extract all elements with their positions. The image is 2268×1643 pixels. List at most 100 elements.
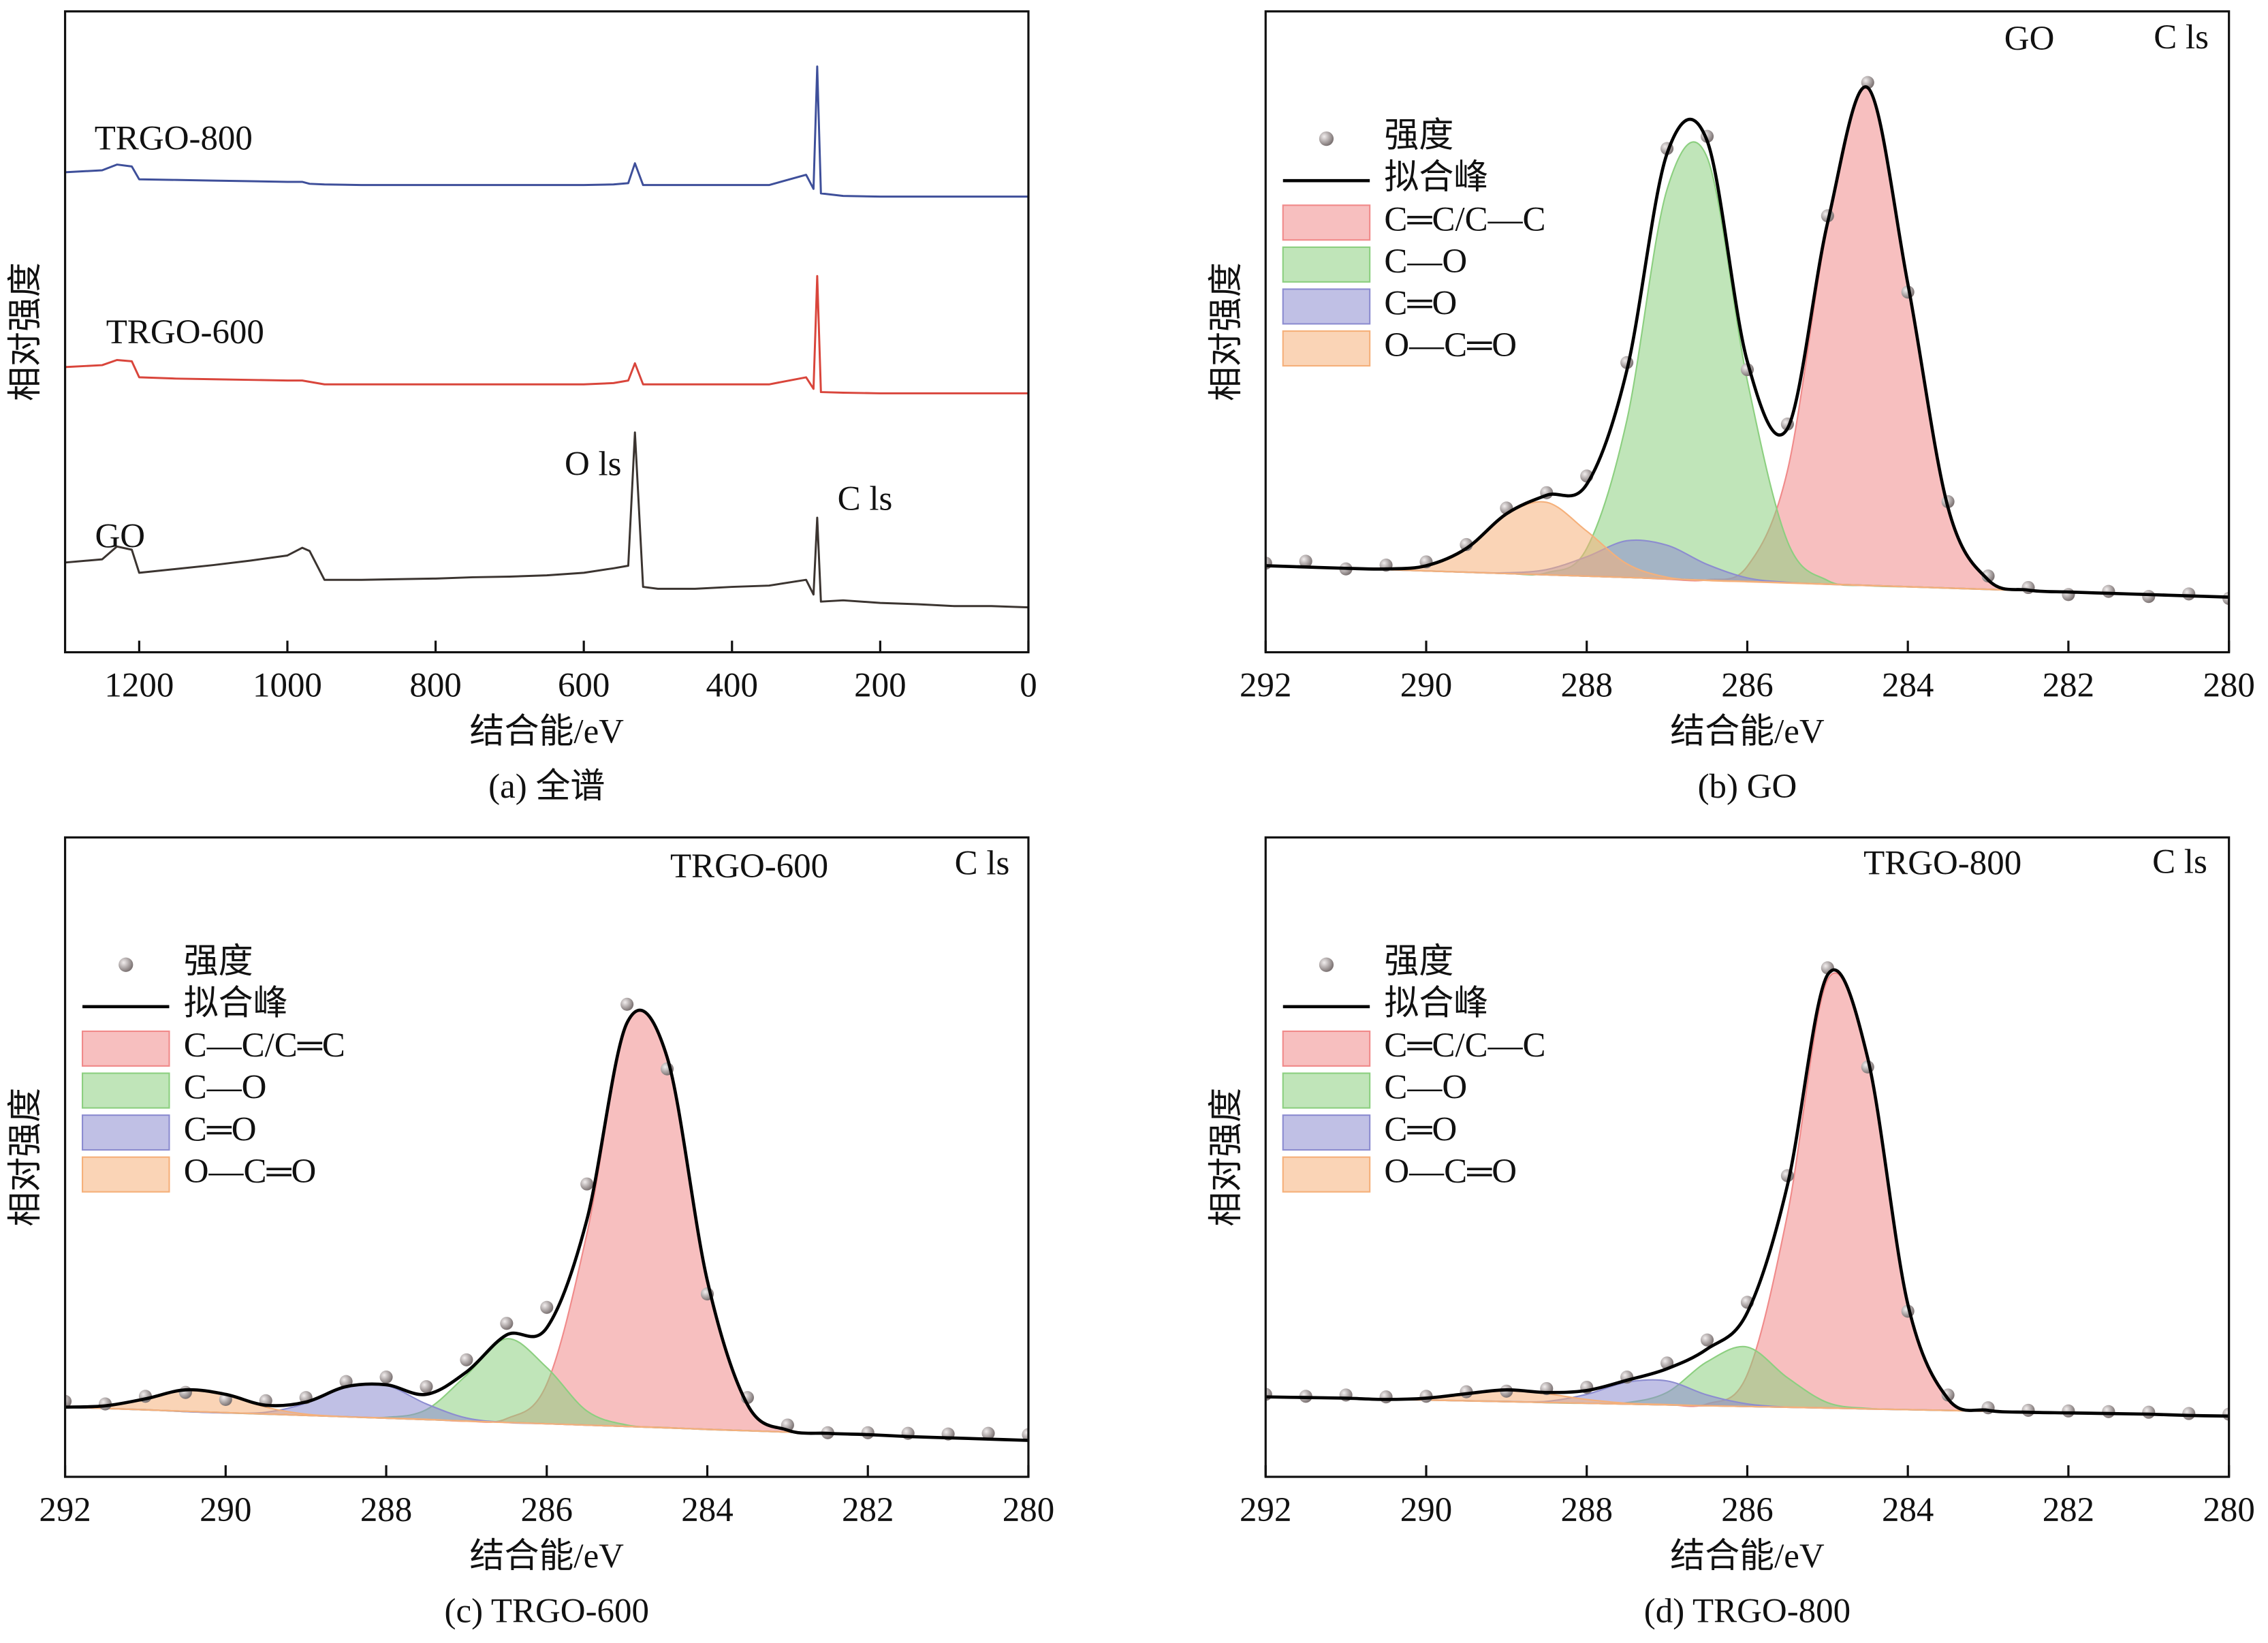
data-point xyxy=(379,1371,393,1384)
x-tick-label: 280 xyxy=(2203,1491,2254,1529)
x-tick-label: 286 xyxy=(1721,666,1773,704)
x-tick-label: 282 xyxy=(2043,1491,2094,1529)
x-tick-label: 400 xyxy=(706,666,758,704)
data-point xyxy=(178,1386,192,1399)
x-tick-label: 1200 xyxy=(104,666,174,704)
legend-marker xyxy=(1282,1114,1371,1151)
legend-label: 强度 xyxy=(1384,116,1453,155)
legend-label: C═C/C—C xyxy=(1384,200,1545,238)
x-tick-label: 282 xyxy=(2043,666,2094,704)
legend-label: C—C/C═C xyxy=(184,1027,345,1065)
legend-label: O—C═O xyxy=(184,1153,317,1191)
series-label: TRGO-800 xyxy=(95,120,253,158)
x-axis-label: 结合能/eV xyxy=(1670,1537,1825,1576)
legend-marker xyxy=(1282,1156,1371,1193)
data-point xyxy=(1981,569,1995,583)
data-point xyxy=(2021,1403,2035,1417)
panel-title: (a) 全谱 xyxy=(488,768,605,806)
x-axis-label: 结合能/eV xyxy=(1670,713,1825,751)
spectrum-line xyxy=(65,275,1028,394)
x-tick-label: 1000 xyxy=(253,666,322,704)
data-point xyxy=(540,1300,554,1314)
legend-label: 拟合峰 xyxy=(184,985,288,1023)
legend-marker xyxy=(1282,246,1371,283)
x-tick-label: 288 xyxy=(1561,666,1613,704)
data-point xyxy=(1379,1390,1393,1404)
x-tick-label: 286 xyxy=(521,1491,573,1529)
x-tick-label: 282 xyxy=(842,1491,894,1529)
data-point xyxy=(1022,1428,1028,1441)
fit-line xyxy=(1265,85,2229,599)
data-point xyxy=(1299,554,1312,568)
series-label: GO xyxy=(95,518,145,556)
data-point xyxy=(2142,590,2156,604)
x-tick-label: 290 xyxy=(1400,666,1452,704)
legend-marker xyxy=(1282,1072,1371,1109)
fit-line xyxy=(1265,968,2229,1418)
data-point xyxy=(1700,1333,1714,1347)
x-tick-label: 292 xyxy=(39,1491,91,1529)
panel: GO TRGO-600 TRGO-800 1200 1000 800 600 400 200 0 结… xyxy=(7,10,1037,806)
plot-frame xyxy=(63,10,1030,654)
x-tick-label: 288 xyxy=(360,1491,412,1529)
x-tick-label: 800 xyxy=(409,666,461,704)
legend-label: C—O xyxy=(1384,1069,1467,1107)
data-point xyxy=(420,1380,433,1394)
annotation: TRGO-600 xyxy=(670,847,828,886)
spectrum-line xyxy=(65,65,1028,198)
plot-area xyxy=(1265,961,2229,1421)
annotation: C ls xyxy=(955,845,1010,883)
y-axis-label: 相对强度 xyxy=(7,262,45,401)
legend-marker xyxy=(81,1156,170,1193)
panel-title: (b) GO xyxy=(1698,768,1797,806)
data-point xyxy=(460,1353,473,1366)
panel-title: (d) TRGO-800 xyxy=(1644,1592,1850,1630)
data-point xyxy=(2062,1404,2075,1418)
legend-marker xyxy=(81,1030,170,1067)
data-point xyxy=(2182,587,2196,601)
legend-label: 强度 xyxy=(184,943,253,981)
y-axis-label: 相对强度 xyxy=(1208,262,1246,401)
legend-label: C═O xyxy=(1384,1110,1457,1148)
x-axis-label: 结合能/eV xyxy=(470,713,625,751)
x-tick-label: 284 xyxy=(1882,1491,1934,1529)
spectrum-line xyxy=(65,431,1028,609)
data-point xyxy=(2102,1405,2115,1418)
data-point xyxy=(2062,588,2075,601)
plot-area xyxy=(65,65,1028,609)
x-tick-label: 290 xyxy=(1400,1491,1452,1529)
y-axis-label: 相对强度 xyxy=(7,1088,45,1227)
data-point xyxy=(861,1426,875,1439)
legend-label: 强度 xyxy=(1384,943,1453,981)
legend-label: O—C═O xyxy=(1384,326,1517,364)
data-point xyxy=(2102,584,2115,598)
legend-label: C═O xyxy=(1384,285,1457,323)
legend-label: 拟合峰 xyxy=(1384,159,1488,197)
legend-label: O—C═O xyxy=(1384,1153,1517,1191)
legend-marker xyxy=(119,957,133,972)
legend-marker xyxy=(1282,204,1371,241)
plot-area xyxy=(1265,76,2229,606)
data-point xyxy=(580,1177,594,1191)
data-point xyxy=(981,1426,995,1440)
legend-label: C—O xyxy=(1384,242,1467,281)
x-tick-label: 288 xyxy=(1561,1491,1613,1529)
x-tick-label: 0 xyxy=(1020,666,1037,704)
plot-area xyxy=(65,997,1028,1442)
x-tick-label: 292 xyxy=(1240,666,1291,704)
legend-label: C—O xyxy=(184,1069,267,1107)
data-point xyxy=(620,997,634,1011)
data-point xyxy=(65,1394,72,1408)
data-point xyxy=(2142,1405,2156,1419)
data-point xyxy=(2182,1407,2196,1420)
annotation: O ls xyxy=(565,445,622,483)
y-axis-label: 相对强度 xyxy=(1208,1088,1246,1227)
fit-line xyxy=(65,1008,1028,1442)
x-tick-label: 600 xyxy=(558,666,610,704)
legend-marker xyxy=(1282,330,1371,367)
annotation: GO xyxy=(2004,20,2055,58)
